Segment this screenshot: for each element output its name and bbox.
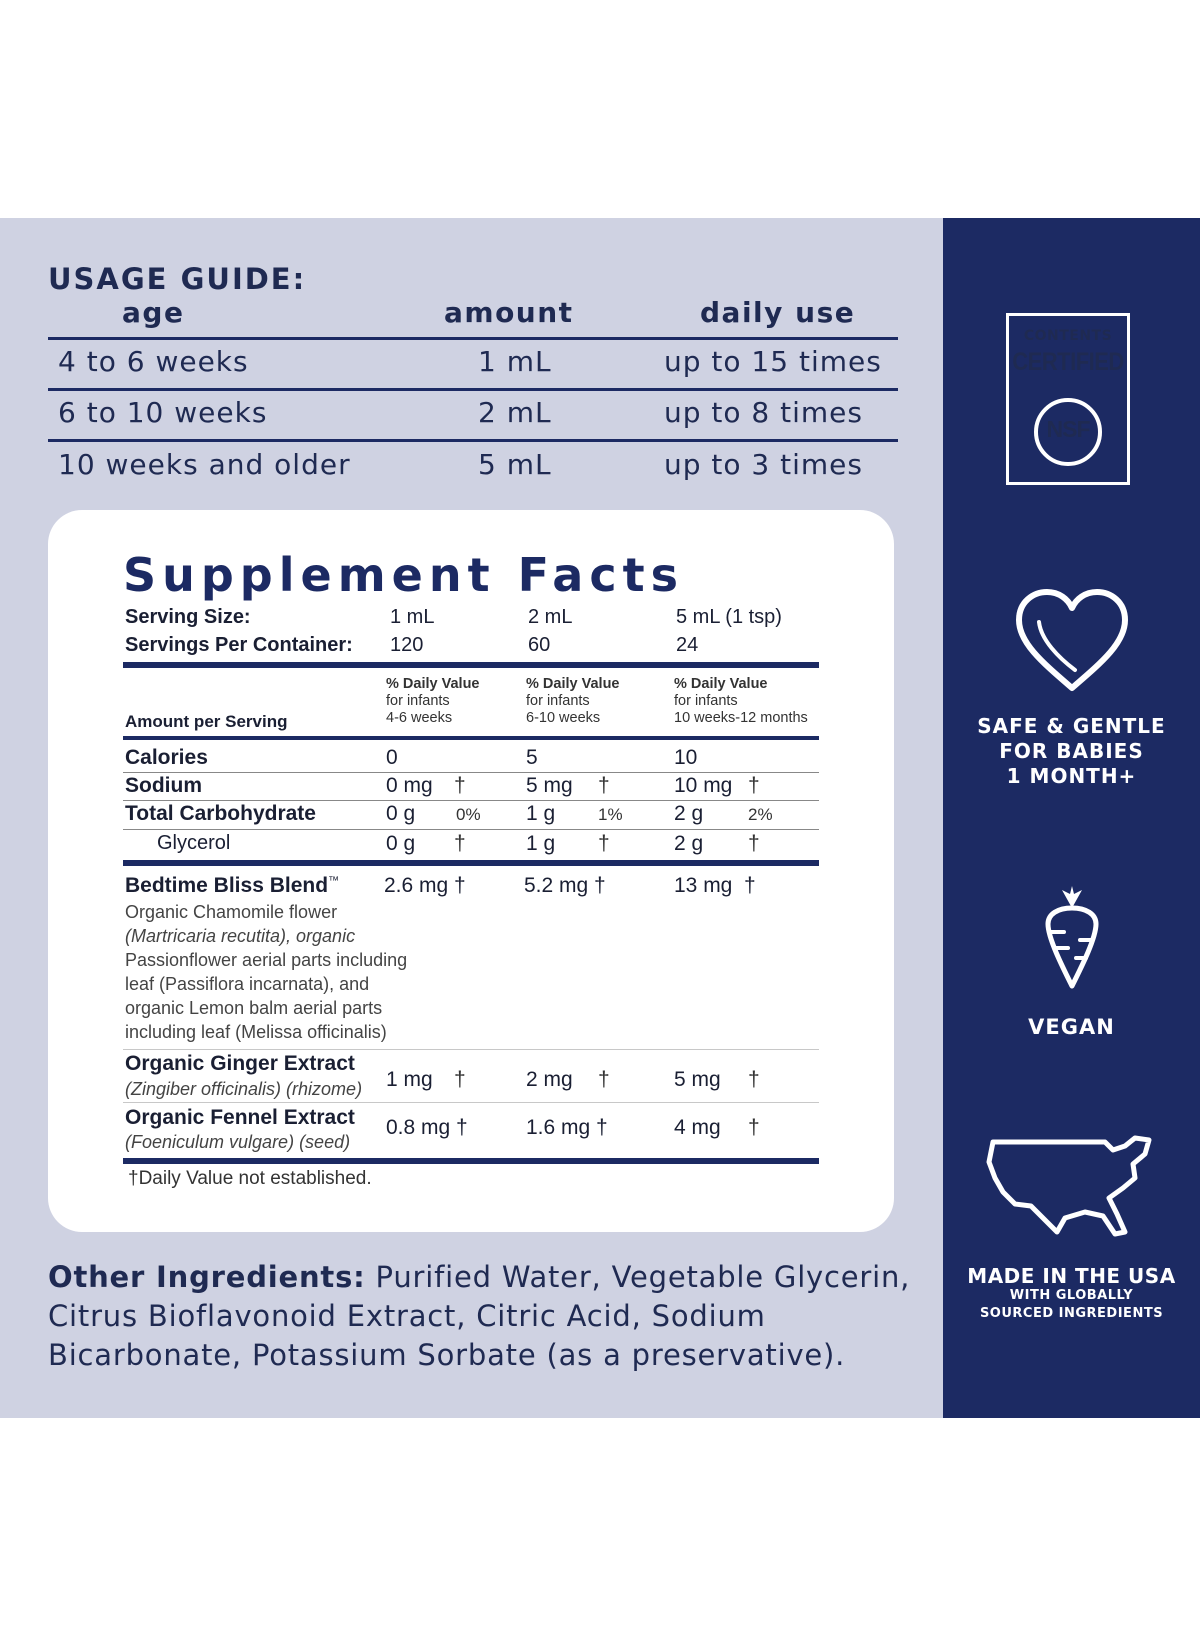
- usage-row-age: 6 to 10 weeks: [58, 396, 268, 429]
- nutrient-name: Glycerol: [157, 832, 231, 854]
- nutrient-name: Calories: [125, 746, 208, 769]
- globally-label: WITH GLOBALLY: [1009, 1288, 1134, 1303]
- nutrient-name: Total Carbohydrate: [125, 802, 316, 825]
- facts-divider: [123, 860, 819, 866]
- usage-header-age: age: [122, 296, 185, 329]
- nutrient-dv: †: [454, 774, 466, 797]
- blend-description: Organic Chamomile flower (Martricaria re…: [125, 902, 408, 1042]
- nsf-badge: CONTENTS CERTIFIED NSF: [1006, 313, 1130, 485]
- nutrient-value: 1 g: [526, 802, 556, 825]
- nutrient-value: 0: [386, 746, 398, 769]
- nutrient-value: 10: [674, 746, 698, 769]
- fennel-dv: †: [748, 1116, 760, 1139]
- nutrient-value: 1 g: [526, 832, 556, 855]
- nutrient-dv: 0%: [456, 805, 481, 824]
- supplement-facts-card: [48, 510, 894, 1232]
- nutrient-dv: †: [748, 774, 760, 797]
- blend-value: 5.2 mg †: [524, 874, 606, 897]
- servings-per-container-label: Servings Per Container:: [125, 634, 353, 656]
- usage-row-amount: 2 mL: [478, 396, 552, 429]
- row-divider: [123, 1102, 819, 1103]
- ginger-dv: †: [598, 1068, 610, 1091]
- nutrient-value: 0 mg: [386, 774, 433, 797]
- usage-guide-title: USAGE GUIDE:: [48, 262, 307, 296]
- nutrient-value: 5: [526, 746, 538, 769]
- usage-header-daily-use: daily use: [700, 296, 856, 329]
- fennel-value: 4 mg: [674, 1116, 721, 1139]
- nutrient-value: 0 g: [386, 802, 416, 825]
- other-ingredients-label: Other Ingredients:: [48, 1260, 366, 1294]
- sourced-ingredients-label: SOURCED INGREDIENTS: [979, 1306, 1164, 1321]
- fennel-sub: (Foeniculum vulgare) (seed): [125, 1132, 351, 1152]
- nutrient-value: 2 g: [674, 832, 704, 855]
- usage-row-amount: 1 mL: [478, 345, 552, 378]
- ginger-value: 5 mg: [674, 1068, 721, 1091]
- nutrient-dv: †: [598, 774, 610, 797]
- amount-per-serving-label: Amount per Serving: [125, 712, 288, 731]
- usage-row-age: 10 weeks and older: [58, 448, 351, 481]
- dv-header: % Daily Value for infants 6-10 weeks: [526, 676, 620, 726]
- row-divider: [123, 829, 819, 830]
- fennel-name: Organic Fennel Extract: [125, 1106, 355, 1129]
- ginger-dv: †: [748, 1068, 760, 1091]
- footnote: †Daily Value not established.: [128, 1168, 372, 1189]
- usage-header-amount: amount: [444, 296, 574, 329]
- supplement-facts-title: Supplement Facts: [123, 548, 684, 602]
- facts-divider: [123, 1158, 819, 1164]
- serving-size-value: 5 mL (1 tsp): [676, 606, 782, 628]
- made-in-usa-label: MADE IN THE USA: [967, 1264, 1176, 1288]
- nsf-mark-icon: NSF: [1034, 398, 1102, 466]
- fennel-value: 1.6 mg †: [526, 1116, 608, 1139]
- safe-gentle-label: SAFE & GENTLE FOR BABIES 1 MONTH+: [977, 714, 1166, 788]
- ginger-value: 2 mg: [526, 1068, 573, 1091]
- usage-row-age: 4 to 6 weeks: [58, 345, 249, 378]
- usage-divider: [48, 337, 898, 340]
- nutrient-value: 10 mg: [674, 774, 733, 797]
- blend-value: 2.6 mg †: [384, 874, 466, 897]
- usage-divider: [48, 439, 898, 442]
- servings-value: 120: [390, 634, 424, 656]
- nsf-line1: CONTENTS: [1023, 328, 1113, 344]
- nutrient-value: 5 mg: [526, 774, 573, 797]
- usage-row-daily: up to 8 times: [664, 396, 863, 429]
- ginger-name: Organic Ginger Extract: [125, 1052, 355, 1075]
- other-ingredients: Other Ingredients: Purified Water, Veget…: [48, 1258, 928, 1375]
- dv-header: % Daily Value for infants 4-6 weeks: [386, 676, 480, 726]
- servings-value: 60: [528, 634, 551, 656]
- usage-row-daily: up to 15 times: [664, 345, 882, 378]
- ginger-value: 1 mg: [386, 1068, 433, 1091]
- nutrient-value: 2 g: [674, 802, 704, 825]
- facts-divider: [123, 736, 819, 740]
- ginger-sub: (Zingiber officinalis) (rhizome): [125, 1079, 363, 1099]
- row-divider: [123, 800, 819, 801]
- nutrient-value: 0 g: [386, 832, 416, 855]
- serving-size-label: Serving Size:: [125, 606, 251, 628]
- blend-name: Bedtime Bliss Blend™: [125, 874, 340, 897]
- servings-value: 24: [676, 634, 699, 656]
- serving-size-value: 2 mL: [528, 606, 573, 628]
- blend-value: 13 mg †: [674, 874, 756, 897]
- usa-map-icon: [986, 1135, 1152, 1237]
- row-divider: [123, 772, 819, 773]
- other-ingredients-text: Purified Water, Vegetable Glycerin, Citr…: [48, 1260, 911, 1372]
- ginger-dv: †: [454, 1068, 466, 1091]
- facts-divider: [123, 662, 819, 668]
- nutrient-dv: †: [598, 832, 610, 855]
- nutrient-dv: †: [454, 832, 466, 855]
- fennel-value: 0.8 mg †: [386, 1116, 468, 1139]
- dv-header: % Daily Value for infants 10 weeks-12 mont…: [674, 676, 808, 726]
- usage-row-daily: up to 3 times: [664, 448, 863, 481]
- serving-size-value: 1 mL: [390, 606, 435, 628]
- usage-row-amount: 5 mL: [478, 448, 552, 481]
- nutrient-dv: 1%: [598, 805, 623, 824]
- usage-divider: [48, 388, 898, 391]
- heart-icon: [1016, 589, 1128, 691]
- nsf-line2: CERTIFIED: [1012, 347, 1124, 376]
- nutrient-dv: 2%: [748, 805, 773, 824]
- nutrient-dv: †: [748, 832, 760, 855]
- carrot-icon: [1045, 886, 1099, 989]
- nutrient-name: Sodium: [125, 774, 202, 797]
- vegan-label: VEGAN: [1028, 1015, 1115, 1039]
- row-divider: [123, 1049, 819, 1050]
